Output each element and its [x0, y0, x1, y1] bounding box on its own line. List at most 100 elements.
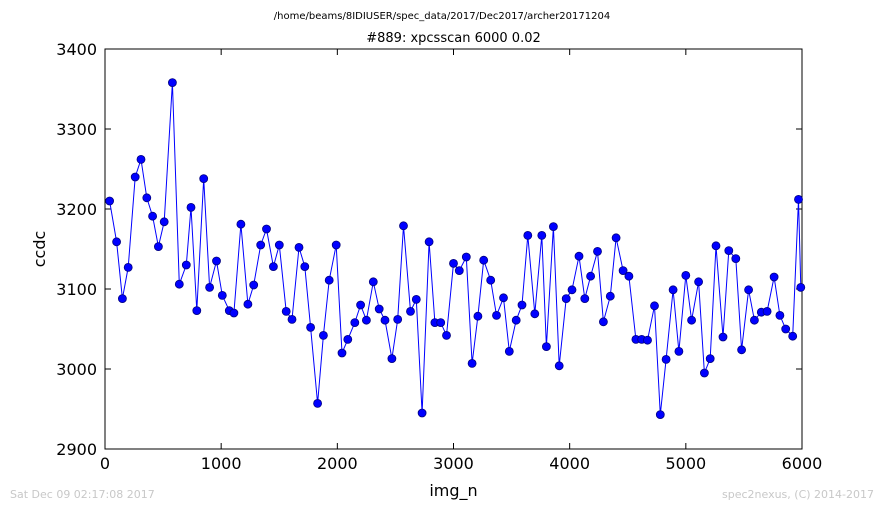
data-point [181, 260, 191, 270]
data-point [718, 332, 728, 342]
data-point [694, 277, 703, 287]
y-tick-label: 3300 [56, 120, 97, 139]
data-point [393, 314, 403, 324]
data-point [449, 258, 458, 268]
axis-ticks: 0 1000 2000 3000 4000 5000 6000 2900 3000 3100 320… [56, 40, 822, 473]
source-path: /home/beams/8IDIUSER/spec_data/2017/Dec2… [274, 11, 610, 22]
data-point [229, 308, 239, 318]
data-point [537, 230, 547, 240]
data-point [274, 240, 284, 250]
data-point [331, 240, 341, 250]
data-point [350, 318, 360, 328]
data-point [262, 224, 271, 234]
data-point [737, 345, 746, 355]
data-point [492, 310, 501, 320]
data-point [796, 282, 806, 292]
data-point [287, 314, 297, 324]
data-point [167, 78, 177, 87]
data-point [205, 282, 215, 292]
data-point [249, 280, 259, 290]
data-point [655, 410, 665, 420]
x-tick-label: 4000 [549, 454, 590, 473]
data-point [788, 331, 798, 341]
data-point [159, 217, 169, 227]
data-point [781, 324, 791, 334]
data-point [731, 254, 741, 264]
data-point [112, 237, 121, 247]
data-point [643, 335, 652, 345]
footer-credit: spec2nexus, (C) 2014-2017 [722, 488, 874, 501]
data-point [442, 330, 451, 340]
data-point [374, 304, 384, 314]
data-point [700, 368, 709, 378]
x-tick-label: 6000 [782, 454, 823, 473]
data-point [618, 266, 628, 276]
data-point [123, 262, 133, 272]
data-point [387, 354, 397, 364]
footer-timestamp: Sat Dec 09 02:17:08 2017 [10, 488, 155, 501]
data-point [724, 246, 734, 256]
data-point [130, 172, 140, 182]
data-point [769, 272, 779, 282]
y-tick-label: 3400 [56, 40, 97, 59]
data-series [105, 78, 806, 420]
series-line [109, 82, 802, 415]
data-point [105, 196, 114, 206]
data-point [687, 315, 696, 325]
data-point [186, 202, 196, 212]
y-tick-label: 2900 [56, 440, 97, 459]
data-point [368, 277, 378, 287]
data-point [192, 306, 202, 316]
data-point [343, 334, 353, 344]
data-point [174, 279, 184, 289]
x-tick-label: 1000 [201, 454, 242, 473]
data-point [243, 299, 253, 309]
data-point [744, 285, 753, 295]
data-point [611, 233, 621, 243]
data-point [523, 230, 533, 240]
data-point [580, 294, 590, 304]
data-point [586, 271, 595, 281]
data-point [593, 246, 602, 256]
data-point [153, 242, 163, 252]
data-point [511, 315, 521, 325]
plot-frame [104, 48, 803, 450]
data-point [605, 291, 615, 301]
data-point [762, 306, 772, 316]
data-point [486, 275, 496, 285]
plot-area: 0 1000 2000 3000 4000 5000 6000 2900 3000 3100 320… [56, 40, 822, 473]
data-point [306, 322, 316, 332]
x-tick-label: 5000 [665, 454, 706, 473]
data-point [668, 285, 678, 295]
data-point [650, 301, 659, 311]
y-axis-label: ccdc [30, 231, 49, 268]
chart-title: #889: xpcsscan 6000 0.02 [366, 31, 541, 46]
data-point [199, 174, 209, 184]
data-point [399, 221, 408, 231]
data-point [118, 294, 127, 304]
data-point [554, 361, 564, 371]
data-point [567, 285, 577, 295]
data-point [268, 262, 278, 272]
data-point [313, 398, 323, 408]
data-point [624, 271, 634, 281]
data-point [561, 294, 571, 304]
data-point [148, 211, 158, 221]
data-point [674, 346, 684, 356]
data-point [294, 242, 304, 252]
data-point [517, 300, 527, 310]
data-point [337, 348, 347, 358]
data-point [424, 237, 434, 247]
data-point [356, 300, 366, 310]
data-point [361, 315, 371, 325]
data-point [236, 219, 246, 229]
data-point [711, 241, 721, 251]
data-point [411, 294, 421, 304]
x-axis-label: img_n [429, 481, 477, 501]
data-point [681, 270, 691, 280]
x-tick-label: 3000 [433, 454, 474, 473]
data-point [661, 354, 671, 364]
data-point [499, 293, 508, 303]
data-point [750, 315, 759, 325]
